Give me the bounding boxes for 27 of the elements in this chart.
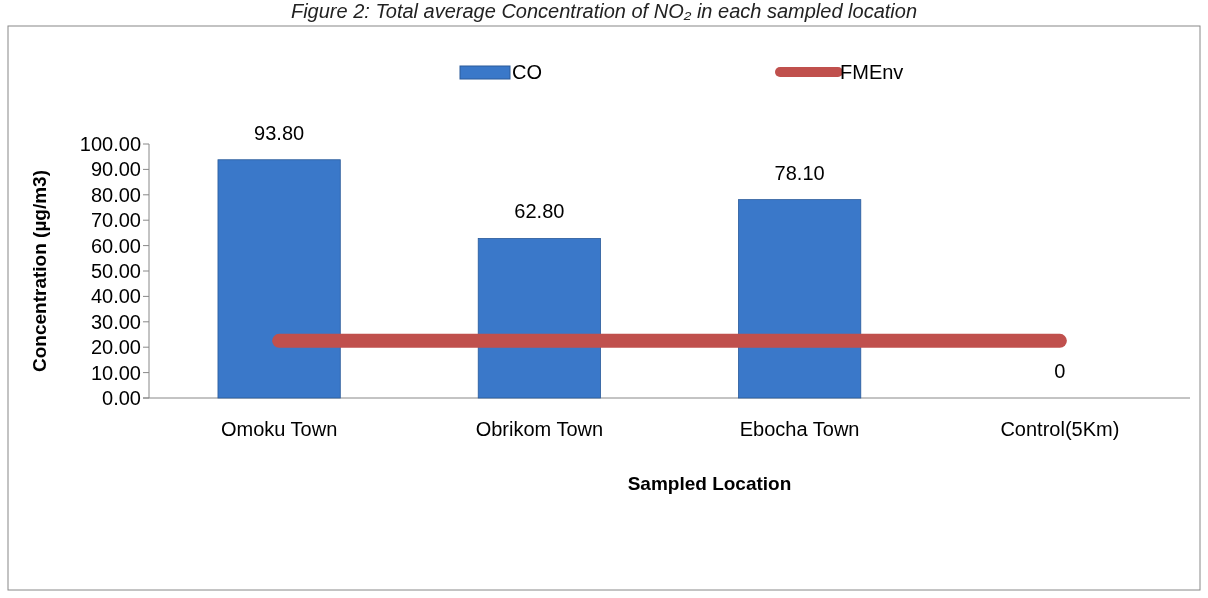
bar: [738, 199, 862, 399]
legend-label: CO: [512, 61, 542, 83]
x-tick-label: Omoku Town: [220, 418, 338, 440]
data-label: 78.10: [774, 161, 825, 184]
chart-title: Figure 2: Total average Concentration of NO₂ in each sampled location: [290, 0, 918, 22]
y-tick-label: 100.00: [79, 133, 141, 155]
bar: [477, 238, 601, 399]
y-axis-title: Concentration (µg/m3): [29, 169, 50, 373]
bar: [217, 159, 341, 399]
y-tick-label: 70.00: [90, 209, 141, 232]
x-axis-title: Sampled Location: [627, 473, 792, 494]
data-label: 62.80: [514, 200, 565, 223]
x-tick-label: Ebocha Town: [739, 418, 860, 440]
y-tick-label: 60.00: [90, 234, 141, 257]
y-tick-label: 20.00: [90, 336, 141, 359]
x-tick-label: Obrikom Town: [475, 418, 604, 440]
data-label: 0: [1054, 360, 1066, 382]
y-tick-label: 40.00: [90, 285, 141, 308]
y-tick-label: 0.00: [102, 387, 141, 409]
data-label: 93.80: [254, 121, 305, 144]
y-tick-label: 10.00: [90, 361, 141, 384]
x-tick-label: Control(5Km): [1000, 418, 1120, 440]
legend-label: FMEnv: [840, 61, 904, 83]
y-tick-label: 50.00: [90, 260, 141, 282]
y-tick-label: 80.00: [90, 183, 141, 206]
y-tick-label: 30.00: [90, 310, 141, 333]
y-tick-label: 90.00: [90, 158, 141, 181]
